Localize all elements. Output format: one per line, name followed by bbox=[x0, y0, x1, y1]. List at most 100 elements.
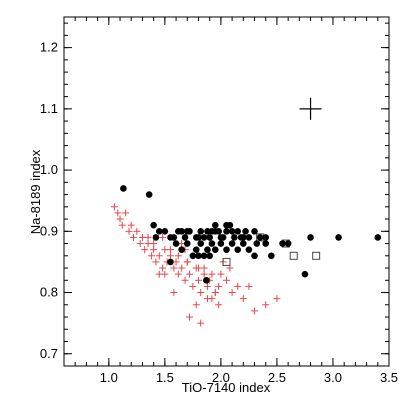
circle-point bbox=[181, 234, 189, 241]
plus-point bbox=[273, 295, 281, 303]
circle-point bbox=[186, 227, 193, 235]
plus-point bbox=[211, 289, 219, 297]
plus-point bbox=[194, 264, 202, 272]
circle-point bbox=[234, 227, 242, 235]
plus-point bbox=[181, 276, 189, 284]
circle-point bbox=[240, 240, 247, 247]
plus-point bbox=[234, 282, 242, 290]
circle-point bbox=[195, 252, 202, 260]
data-marks bbox=[110, 185, 382, 327]
plus-point bbox=[251, 307, 259, 315]
plus-point bbox=[129, 233, 137, 241]
circle-point bbox=[197, 227, 205, 235]
plus-point bbox=[223, 276, 230, 284]
circle-point bbox=[150, 221, 157, 229]
circle-point bbox=[208, 240, 216, 247]
circle-point bbox=[228, 240, 236, 247]
circle-point bbox=[200, 252, 208, 260]
plus-point bbox=[197, 289, 205, 297]
plot-frame bbox=[63, 16, 390, 367]
x-tick-label: 2.5 bbox=[268, 370, 286, 385]
circle-point bbox=[192, 246, 200, 253]
x-tick-label: 1.5 bbox=[156, 370, 174, 385]
plus-point bbox=[189, 282, 197, 290]
circle-point bbox=[161, 227, 169, 235]
y-tick-label: 0.7 bbox=[40, 346, 58, 361]
circle-point bbox=[217, 240, 225, 247]
plus-point bbox=[186, 313, 194, 321]
circle-point bbox=[195, 234, 202, 241]
circle-point bbox=[211, 221, 219, 229]
circle-point bbox=[262, 234, 270, 241]
plus-point bbox=[114, 209, 122, 217]
circle-point bbox=[301, 270, 309, 278]
circle-point bbox=[203, 276, 210, 284]
circle-point bbox=[231, 234, 238, 241]
y-tick-label: 1.0 bbox=[40, 162, 58, 177]
circle-point bbox=[223, 221, 230, 229]
plus-point bbox=[200, 270, 208, 278]
square-point bbox=[312, 251, 321, 260]
circle-point bbox=[223, 246, 230, 253]
plus-point bbox=[125, 227, 133, 235]
circle-point bbox=[155, 227, 163, 235]
y-axis-label: Na-8189 index bbox=[28, 149, 43, 234]
x-tick-label: 3.0 bbox=[324, 370, 342, 385]
circle-point bbox=[251, 252, 258, 260]
circle-point bbox=[152, 234, 160, 241]
circle-point bbox=[262, 240, 270, 247]
circle-point bbox=[228, 227, 236, 235]
plus-point bbox=[262, 301, 270, 309]
plus-point bbox=[166, 246, 174, 254]
circle-point bbox=[253, 240, 261, 247]
circle-point bbox=[279, 240, 286, 247]
circle-point bbox=[178, 246, 185, 253]
circle-point bbox=[251, 227, 258, 235]
circle-point bbox=[120, 185, 127, 192]
plus-point bbox=[141, 246, 149, 254]
circle-point bbox=[284, 240, 292, 247]
circle-point bbox=[200, 234, 208, 241]
circle-point bbox=[240, 234, 247, 241]
circle-point bbox=[172, 240, 180, 247]
circle-point bbox=[211, 246, 219, 253]
plus-point bbox=[161, 270, 169, 278]
circle-point bbox=[204, 246, 211, 253]
circle-point bbox=[178, 227, 185, 235]
plus-point bbox=[183, 258, 191, 266]
plus-point bbox=[170, 264, 178, 272]
plus-point bbox=[110, 203, 118, 211]
plus-point bbox=[192, 301, 200, 309]
plus-point bbox=[147, 252, 155, 260]
plus-point bbox=[217, 270, 225, 278]
circle-point bbox=[256, 234, 264, 241]
plus-point bbox=[174, 270, 182, 278]
circle-point bbox=[197, 240, 205, 247]
plus-point bbox=[208, 270, 216, 278]
circle-point bbox=[245, 246, 253, 253]
y-tick-label: 0.8 bbox=[40, 285, 58, 300]
plus-point bbox=[127, 221, 135, 229]
circle-point bbox=[206, 252, 213, 260]
plus-point bbox=[150, 246, 158, 254]
plus-point bbox=[186, 270, 194, 278]
circle-point bbox=[268, 252, 275, 260]
circle-point bbox=[219, 234, 227, 241]
plus-point bbox=[203, 282, 211, 290]
circle-point bbox=[234, 246, 242, 253]
circle-point bbox=[223, 227, 230, 235]
plus-point bbox=[166, 252, 174, 260]
circle-point bbox=[189, 252, 197, 260]
plus-point bbox=[215, 301, 223, 309]
plus-point bbox=[116, 215, 124, 223]
plus-point bbox=[170, 289, 178, 297]
y-tick-label: 0.9 bbox=[40, 223, 58, 238]
x-tick-label: 3.5 bbox=[380, 370, 398, 385]
x-axis-label: TiO-7140 index bbox=[182, 380, 271, 395]
circle-point bbox=[307, 234, 314, 241]
plus-point bbox=[197, 319, 205, 327]
plus-point bbox=[245, 282, 253, 290]
tick-labels: 1.0 1.5 2.0 2.5 3.0 3.5 0.7 0.8 0.9 1.0 1.1 1.2 bbox=[40, 40, 398, 385]
circle-point bbox=[242, 227, 249, 235]
